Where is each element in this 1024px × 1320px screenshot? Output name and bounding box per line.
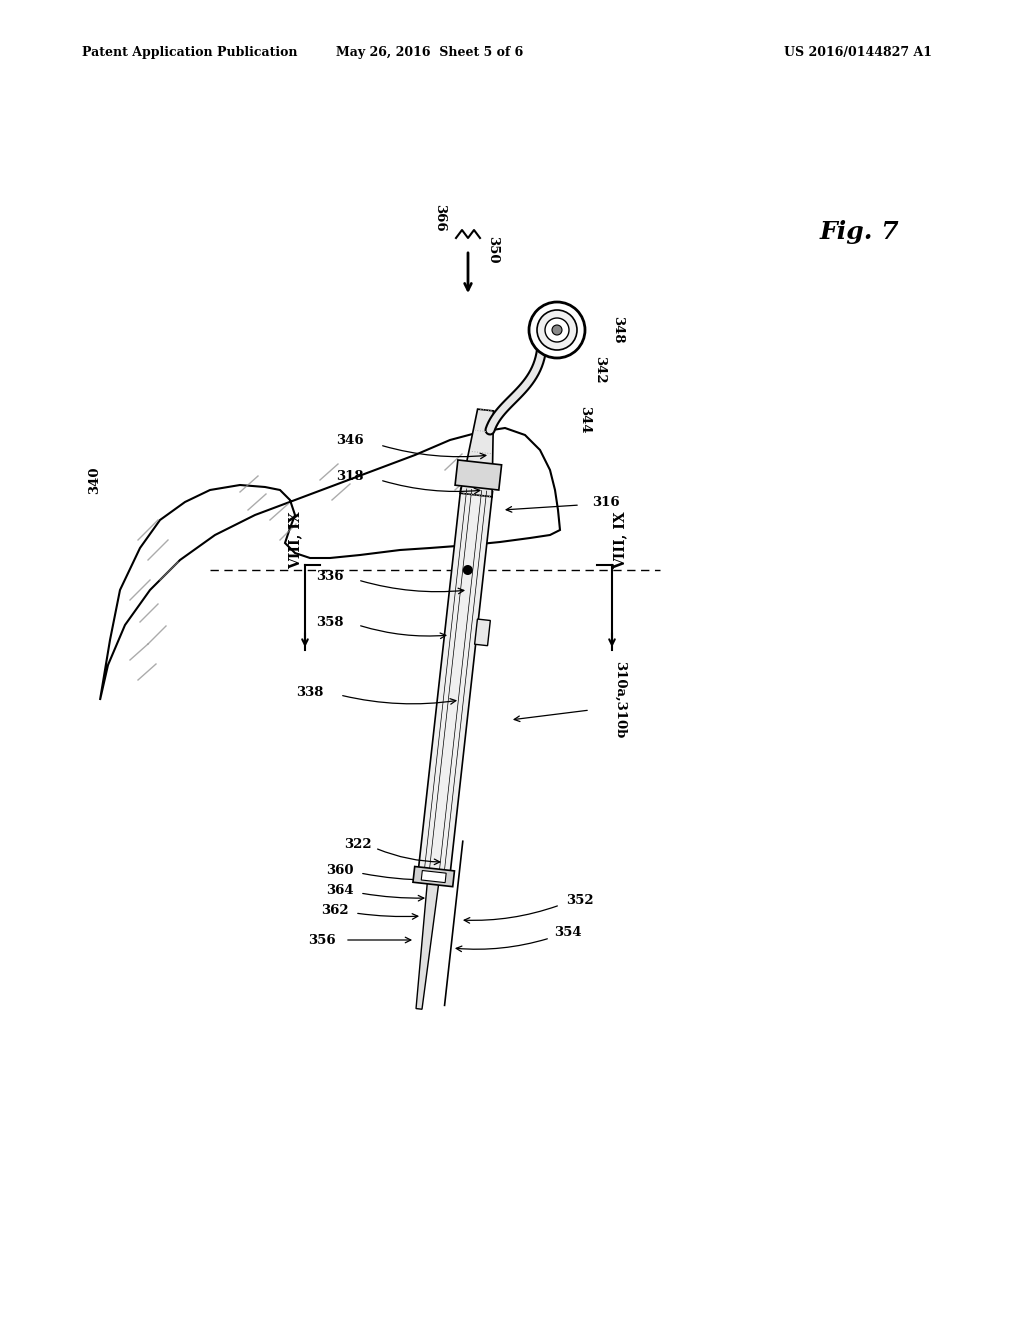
Text: 336: 336: [316, 570, 344, 583]
Text: 340: 340: [88, 466, 101, 494]
Text: VIII, IX: VIII, IX: [613, 511, 627, 569]
Circle shape: [552, 325, 562, 335]
Circle shape: [529, 302, 585, 358]
Text: 366: 366: [433, 205, 446, 232]
Polygon shape: [474, 619, 490, 645]
Text: 318: 318: [336, 470, 364, 483]
Text: 352: 352: [566, 894, 594, 907]
Text: 360: 360: [327, 865, 353, 878]
Circle shape: [545, 318, 569, 342]
Text: 348: 348: [611, 317, 625, 343]
Text: 310a,310b: 310a,310b: [613, 661, 627, 739]
Text: 346: 346: [336, 433, 364, 446]
Text: 338: 338: [296, 685, 324, 698]
Text: 342: 342: [594, 356, 606, 384]
Text: 322: 322: [344, 837, 372, 850]
Text: 316: 316: [592, 496, 620, 510]
Text: 350: 350: [486, 236, 500, 264]
Text: VIII, IX: VIII, IX: [288, 511, 302, 569]
Text: 362: 362: [322, 904, 349, 917]
Text: Patent Application Publication: Patent Application Publication: [82, 46, 297, 59]
Text: 358: 358: [316, 615, 344, 628]
Circle shape: [463, 565, 473, 576]
Text: 364: 364: [327, 884, 354, 898]
Polygon shape: [413, 866, 455, 887]
Polygon shape: [421, 870, 446, 883]
Polygon shape: [460, 409, 494, 496]
Text: US 2016/0144827 A1: US 2016/0144827 A1: [783, 46, 932, 59]
Circle shape: [537, 310, 577, 350]
Polygon shape: [455, 459, 502, 490]
Text: May 26, 2016  Sheet 5 of 6: May 26, 2016 Sheet 5 of 6: [337, 46, 523, 59]
Text: 354: 354: [554, 927, 582, 940]
Text: 344: 344: [579, 407, 592, 434]
Polygon shape: [416, 870, 440, 1010]
Text: 356: 356: [308, 933, 336, 946]
Text: Fig. 7: Fig. 7: [820, 220, 900, 244]
Polygon shape: [419, 488, 493, 871]
